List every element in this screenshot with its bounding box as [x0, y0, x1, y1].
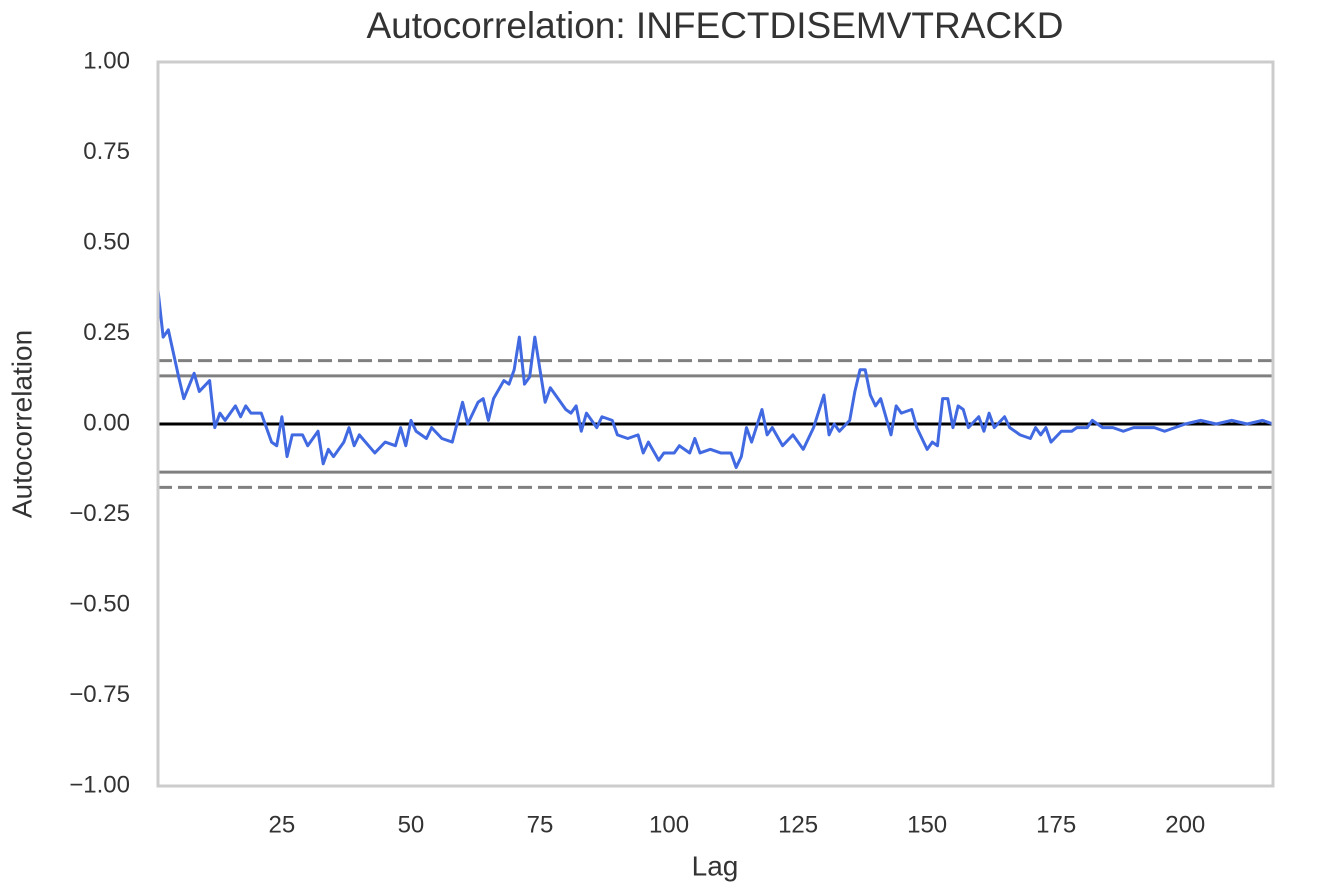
data-line — [156, 289, 1274, 469]
x-tick-label: 175 — [1036, 811, 1076, 838]
x-tick-label: 150 — [907, 811, 947, 838]
y-tick-label: −0.50 — [69, 590, 130, 617]
y-tick-label: 0.00 — [83, 409, 130, 436]
x-tick-label: 50 — [398, 811, 425, 838]
y-tick-label: 0.75 — [83, 138, 130, 165]
y-tick-label: −1.00 — [69, 771, 130, 798]
y-tick-label: 0.25 — [83, 319, 130, 346]
y-tick-label: −0.25 — [69, 500, 130, 527]
y-tick-label: 0.50 — [83, 228, 130, 255]
x-tick-label: 125 — [778, 811, 818, 838]
x-tick-label: 75 — [527, 811, 554, 838]
y-tick-label: −0.75 — [69, 681, 130, 708]
y-axis-label: Autocorrelation — [6, 330, 37, 518]
x-tick-label: 25 — [269, 811, 296, 838]
plot-frame — [156, 60, 1275, 788]
chart-title: Autocorrelation: INFECTDISEMVTRACKD — [366, 5, 1063, 46]
x-tick-label: 200 — [1165, 811, 1205, 838]
x-tick-label: 100 — [649, 811, 689, 838]
y-tick-label: 1.00 — [83, 47, 130, 74]
x-axis-label: Lag — [692, 850, 739, 881]
